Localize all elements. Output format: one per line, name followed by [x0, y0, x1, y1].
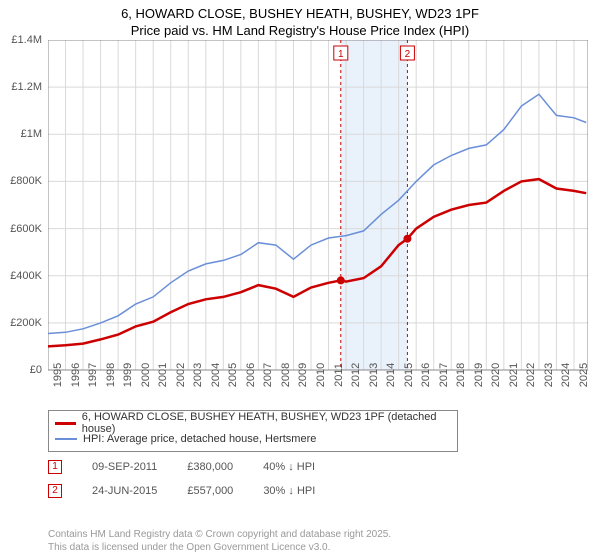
footer: Contains HM Land Registry data © Crown c… [48, 528, 391, 554]
x-axis-label: 2000 [140, 355, 152, 395]
y-axis-label: £1.4M [0, 34, 42, 46]
y-axis-label: £0 [0, 364, 42, 376]
x-axis-label: 2023 [543, 355, 555, 395]
legend-swatch-hpi [55, 438, 77, 440]
sale-marker-1: 1 [48, 460, 62, 474]
chart-area: 12 £0£200K£400K£600K£800K£1M£1.2M£1.4M19… [0, 40, 600, 405]
x-axis-label: 2017 [438, 355, 450, 395]
chart-title-2: Price paid vs. HM Land Registry's House … [0, 23, 600, 40]
x-axis-label: 2004 [210, 355, 222, 395]
sale-price-1: £380,000 [187, 461, 233, 473]
x-axis-label: 2015 [403, 355, 415, 395]
x-axis-label: 2009 [297, 355, 309, 395]
y-axis-label: £400K [0, 270, 42, 282]
sale-delta-2: 30% ↓ HPI [263, 485, 315, 497]
x-axis-label: 1997 [87, 355, 99, 395]
y-axis-label: £600K [0, 223, 42, 235]
legend: 6, HOWARD CLOSE, BUSHEY HEATH, BUSHEY, W… [48, 410, 458, 452]
y-axis-label: £800K [0, 175, 42, 187]
y-axis-label: £1.2M [0, 81, 42, 93]
legend-row-property: 6, HOWARD CLOSE, BUSHEY HEATH, BUSHEY, W… [55, 415, 451, 431]
x-axis-label: 1999 [122, 355, 134, 395]
x-axis-label: 2001 [157, 355, 169, 395]
x-axis-label: 2002 [175, 355, 187, 395]
x-axis-label: 1998 [105, 355, 117, 395]
x-axis-label: 2008 [280, 355, 292, 395]
x-axis-label: 2018 [455, 355, 467, 395]
legend-label-hpi: HPI: Average price, detached house, Hert… [83, 433, 316, 445]
x-axis-label: 2022 [525, 355, 537, 395]
x-axis-label: 2005 [227, 355, 239, 395]
chart-title-1: 6, HOWARD CLOSE, BUSHEY HEATH, BUSHEY, W… [0, 6, 600, 23]
x-axis-label: 2006 [245, 355, 257, 395]
footer-line-2: This data is licensed under the Open Gov… [48, 541, 391, 554]
sale-marker-2: 2 [48, 484, 62, 498]
svg-text:2: 2 [405, 49, 411, 60]
x-axis-label: 2010 [315, 355, 327, 395]
x-axis-label: 2012 [350, 355, 362, 395]
x-axis-label: 2014 [385, 355, 397, 395]
x-axis-label: 2020 [490, 355, 502, 395]
x-axis-label: 2025 [578, 355, 590, 395]
x-axis-label: 1996 [70, 355, 82, 395]
x-axis-label: 2019 [473, 355, 485, 395]
x-axis-label: 2016 [420, 355, 432, 395]
svg-text:1: 1 [338, 49, 344, 60]
sale-delta-1: 40% ↓ HPI [263, 461, 315, 473]
legend-label-property: 6, HOWARD CLOSE, BUSHEY HEATH, BUSHEY, W… [82, 411, 451, 435]
x-axis-label: 2024 [560, 355, 572, 395]
x-axis-label: 2021 [508, 355, 520, 395]
sale-price-2: £557,000 [187, 485, 233, 497]
sale-row-1: 1 09-SEP-2011 £380,000 40% ↓ HPI [48, 460, 578, 474]
sale-row-2: 2 24-JUN-2015 £557,000 30% ↓ HPI [48, 484, 578, 498]
x-axis-label: 2011 [333, 355, 345, 395]
x-axis-label: 2013 [368, 355, 380, 395]
y-axis-label: £1M [0, 128, 42, 140]
legend-swatch-property [55, 422, 76, 425]
sale-date-2: 24-JUN-2015 [92, 485, 157, 497]
y-axis-label: £200K [0, 317, 42, 329]
sale-date-1: 09-SEP-2011 [92, 461, 157, 473]
chart-title-block: 6, HOWARD CLOSE, BUSHEY HEATH, BUSHEY, W… [0, 0, 600, 40]
chart-svg: 12 [48, 40, 588, 375]
x-axis-label: 2003 [192, 355, 204, 395]
footer-line-1: Contains HM Land Registry data © Crown c… [48, 528, 391, 541]
x-axis-label: 1995 [52, 355, 64, 395]
x-axis-label: 2007 [262, 355, 274, 395]
